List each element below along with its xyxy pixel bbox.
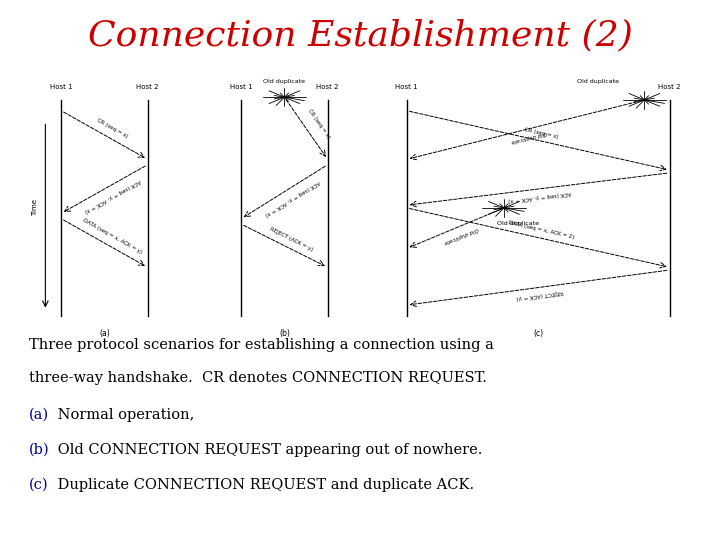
Text: CR (seq = x): CR (seq = x) [307,109,330,140]
Text: Host 1: Host 1 [230,84,253,90]
Text: (c): (c) [29,478,48,492]
Text: Host 2: Host 2 [136,84,159,90]
Text: Old duplicate: Old duplicate [497,221,539,226]
Text: (b): (b) [29,443,50,457]
Text: three-way handshake.  CR denotes CONNECTION REQUEST.: three-way handshake. CR denotes CONNECTI… [29,371,487,385]
Text: Time: Time [32,199,38,217]
Text: ACK (seq = y, ACK = x): ACK (seq = y, ACK = x) [264,179,321,217]
Text: DATA (seq = x, ACK = 2): DATA (seq = x, ACK = 2) [508,220,575,240]
Text: REJECT (ACK = y): REJECT (ACK = y) [516,289,564,300]
Text: Old duplicate: Old duplicate [577,79,619,84]
Text: CR (seq = x): CR (seq = x) [524,127,559,139]
Text: Old duplicate: Old duplicate [444,226,479,244]
Text: (a): (a) [99,329,109,339]
Text: ACK (seq = y, ACK = x): ACK (seq = y, ACK = x) [508,190,572,202]
Text: (c): (c) [533,329,544,339]
Text: Connection Establishment (2): Connection Establishment (2) [88,19,632,53]
Text: Host 2: Host 2 [316,84,339,90]
Text: (b): (b) [279,329,290,339]
Text: ACK (seq = y, ACK = x): ACK (seq = y, ACK = x) [83,178,141,213]
Text: Duplicate CONNECTION REQUEST and duplicate ACK.: Duplicate CONNECTION REQUEST and duplica… [53,478,474,492]
Text: Host 2: Host 2 [658,84,681,90]
Text: DATA (seq = x, ACK = y): DATA (seq = x, ACK = y) [81,218,143,255]
Text: (a): (a) [29,408,49,422]
Text: Old CONNECTION REQUEST appearing out of nowhere.: Old CONNECTION REQUEST appearing out of … [53,443,482,457]
Text: Old duplicate: Old duplicate [264,79,305,84]
Text: Host 1: Host 1 [395,84,418,90]
Text: Host 1: Host 1 [50,84,73,90]
Text: CR (seq = x): CR (seq = x) [96,118,128,139]
Text: Old duplicate: Old duplicate [511,130,548,144]
Text: Normal operation,: Normal operation, [53,408,194,422]
Text: Three protocol scenarios for establishing a connection using a: Three protocol scenarios for establishin… [29,338,494,352]
Text: REJECT (ACK = y): REJECT (ACK = y) [269,226,314,252]
